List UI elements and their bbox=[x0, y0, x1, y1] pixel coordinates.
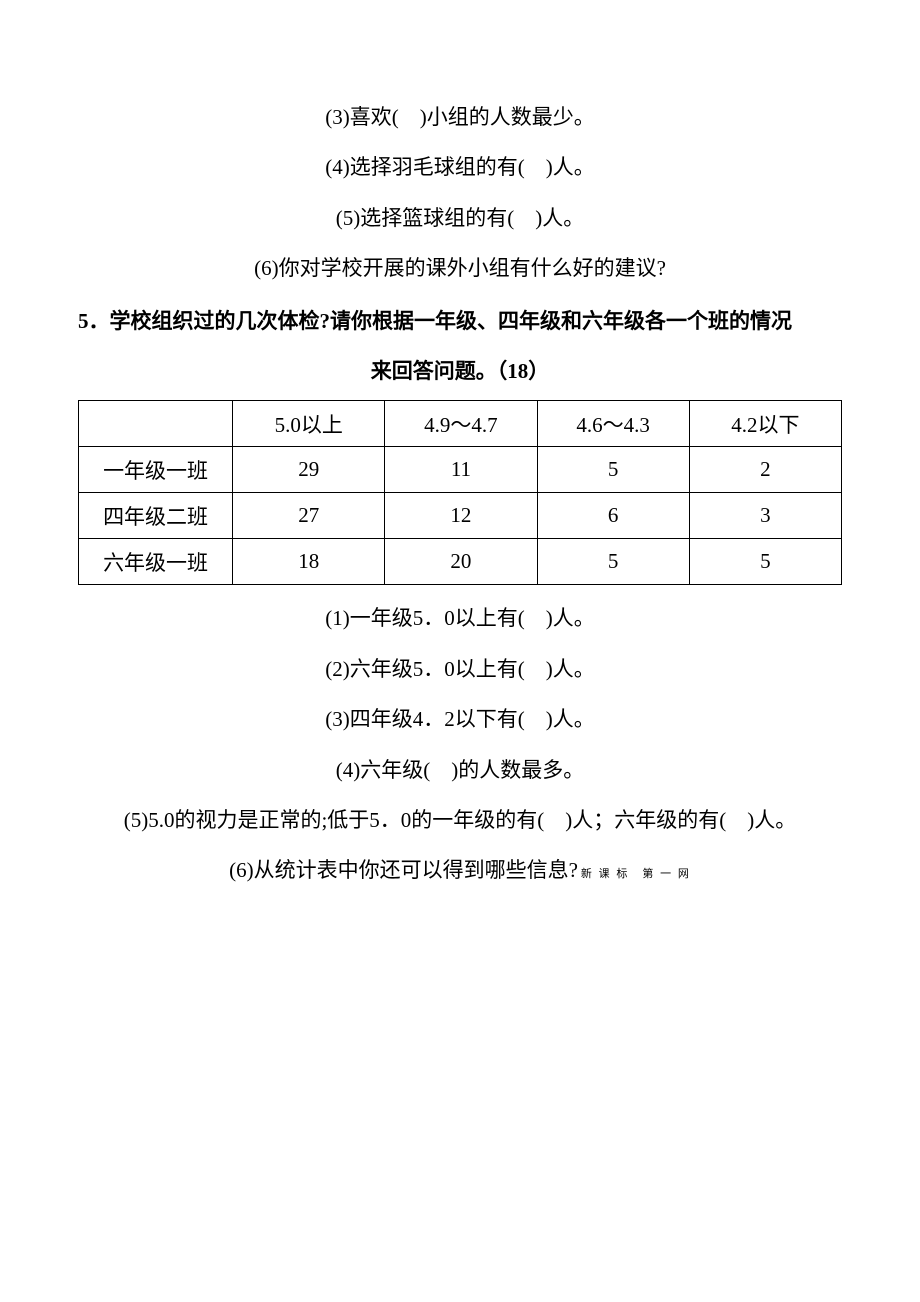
question-5-item-1: (1)一年级5．0以上有( )人。 bbox=[78, 593, 842, 643]
table-cell: 5 bbox=[537, 539, 689, 585]
table-cell: 四年级二班 bbox=[79, 493, 233, 539]
table-cell: 一年级一班 bbox=[79, 447, 233, 493]
question-5-item-4: (4)六年级( )的人数最多。 bbox=[78, 745, 842, 795]
table-cell: 18 bbox=[233, 539, 385, 585]
table-cell: 12 bbox=[385, 493, 537, 539]
table-header-row: 5.0以上 4.9～4.7 4.6～4.3 4.2以下 bbox=[79, 401, 842, 447]
question-5-title-line-1: 5．学校组织过的几次体检?请你根据一年级、四年级和六年级各一个班的情况 bbox=[78, 296, 842, 346]
question-5-item-5: (5)5.0的视力是正常的;低于5．0的一年级的有( )人；六年级的有( )人。 bbox=[78, 795, 842, 845]
table-header-cell bbox=[79, 401, 233, 447]
question-5-item-2: (2)六年级5．0以上有( )人。 bbox=[78, 644, 842, 694]
table-cell: 11 bbox=[385, 447, 537, 493]
table-cell: 5 bbox=[537, 447, 689, 493]
prev-question-item-5: (5)选择篮球组的有( )人。 bbox=[78, 193, 842, 243]
table-header-cell: 4.2以下 bbox=[689, 401, 841, 447]
table-row: 一年级一班 29 11 5 2 bbox=[79, 447, 842, 493]
question-5-title-line-2: 来回答问题。（18） bbox=[78, 346, 842, 396]
table-cell: 3 bbox=[689, 493, 841, 539]
table-header-cell: 4.6～4.3 bbox=[537, 401, 689, 447]
question-5-item-6-text: (6)从统计表中你还可以得到哪些信息? bbox=[229, 858, 578, 882]
prev-question-item-6: (6)你对学校开展的课外小组有什么好的建议? bbox=[78, 243, 842, 293]
table-cell: 27 bbox=[233, 493, 385, 539]
table-cell: 2 bbox=[689, 447, 841, 493]
source-footnote: 新 课 标 第 一 网 bbox=[581, 868, 691, 880]
table-row: 四年级二班 27 12 6 3 bbox=[79, 493, 842, 539]
table-cell: 5 bbox=[689, 539, 841, 585]
table-cell: 20 bbox=[385, 539, 537, 585]
table-cell: 六年级一班 bbox=[79, 539, 233, 585]
question-5-item-3: (3)四年级4．2以下有( )人。 bbox=[78, 694, 842, 744]
table-header-cell: 4.9～4.7 bbox=[385, 401, 537, 447]
table-cell: 29 bbox=[233, 447, 385, 493]
vision-data-table: 5.0以上 4.9～4.7 4.6～4.3 4.2以下 一年级一班 29 11 … bbox=[78, 400, 842, 585]
prev-question-item-4: (4)选择羽毛球组的有( )人。 bbox=[78, 142, 842, 192]
question-5-item-6: (6)从统计表中你还可以得到哪些信息?新 课 标 第 一 网 bbox=[78, 845, 842, 895]
prev-question-item-3: (3)喜欢( )小组的人数最少。 bbox=[78, 92, 842, 142]
table-cell: 6 bbox=[537, 493, 689, 539]
table-header-cell: 5.0以上 bbox=[233, 401, 385, 447]
table-row: 六年级一班 18 20 5 5 bbox=[79, 539, 842, 585]
